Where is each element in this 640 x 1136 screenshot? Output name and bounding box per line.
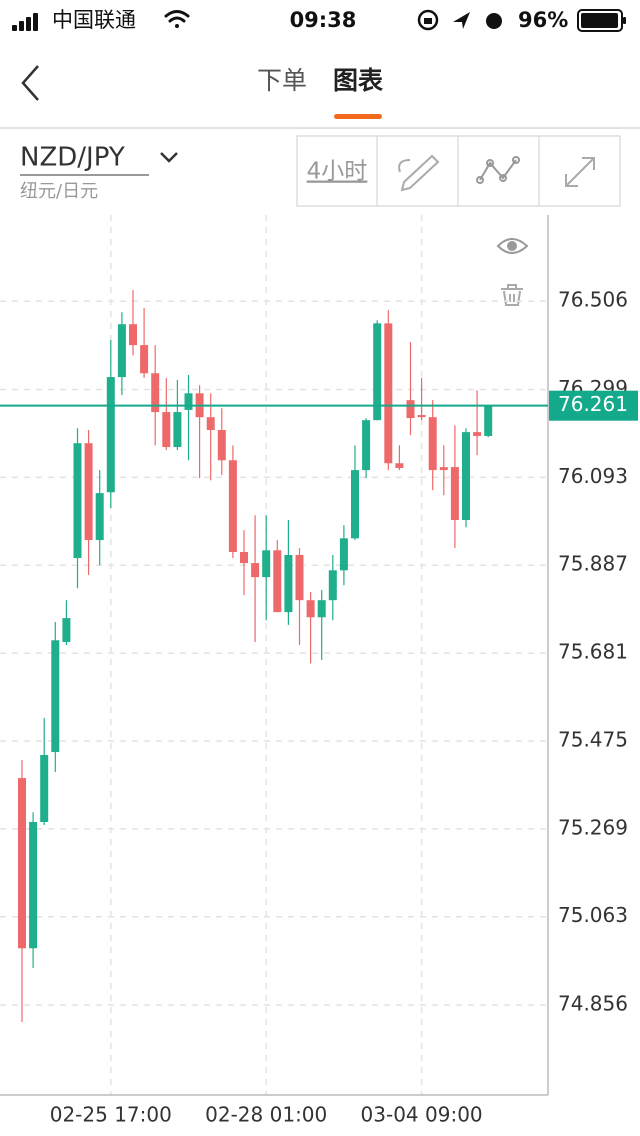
candle-body [450, 467, 459, 520]
candle-body [484, 405, 493, 436]
candle-body [295, 554, 304, 601]
candle-body [140, 345, 149, 374]
symbol-dropdown[interactable] [160, 152, 178, 163]
interval-button[interactable]: 4小时 [307, 159, 368, 185]
candle-body [339, 538, 348, 571]
candle-body [373, 323, 382, 421]
candle-body [262, 550, 271, 578]
candle-body [117, 324, 126, 378]
candle-body [328, 570, 337, 601]
wifi-icon [164, 10, 190, 28]
candle-body [18, 778, 26, 949]
tab-indicator [334, 114, 382, 119]
battery-icon [577, 9, 626, 32]
candle-body [284, 554, 293, 613]
candle-body [428, 417, 437, 471]
draw-tool-button[interactable] [398, 154, 440, 192]
candle-body [251, 563, 260, 578]
symbol-subtitle: 纽元/日元 [20, 181, 98, 202]
candle-body [151, 373, 160, 413]
candle-body [395, 463, 404, 468]
y-tick-label: 75.269 [558, 815, 628, 839]
carrier: 中国联通 [52, 8, 136, 32]
candle-body [306, 600, 315, 618]
tab-active[interactable]: 图表 [333, 66, 384, 95]
status-icons [417, 9, 502, 31]
tab[interactable]: 下单 [257, 66, 307, 95]
candle-body [417, 415, 426, 418]
current-price-label: 76.261 [558, 392, 628, 416]
candle-body [51, 640, 60, 753]
y-tick-label: 75.887 [558, 552, 628, 576]
candle-body [273, 550, 282, 613]
candle-body [173, 412, 182, 448]
candle-body [40, 755, 49, 822]
candle-body [129, 324, 137, 346]
signal-icon [12, 13, 38, 31]
y-tick-label: 74.856 [558, 991, 628, 1015]
symbol[interactable]: NZD/JPY [20, 143, 125, 173]
y-tick-label: 75.475 [558, 727, 628, 751]
candle-body [162, 412, 171, 448]
trash-icon[interactable] [501, 284, 523, 306]
candle-body [62, 618, 71, 642]
candle-body [439, 467, 448, 471]
candle-body [217, 429, 226, 461]
y-tick-label: 75.063 [558, 903, 628, 927]
indicator-button[interactable] [476, 156, 520, 184]
eye-icon[interactable] [496, 238, 529, 254]
y-tick-label: 76.506 [558, 288, 628, 312]
candle-body [206, 417, 215, 430]
candle-body [84, 443, 93, 541]
x-tick-label: 02-28 01:00 [205, 1103, 327, 1127]
candle-body [384, 323, 393, 464]
x-tick-label: 03-04 09:00 [361, 1103, 483, 1127]
candle-body [317, 600, 326, 618]
fullscreen-button[interactable] [565, 157, 595, 187]
candle-body [406, 400, 415, 419]
candle-body [228, 460, 237, 552]
battery-percent: 96% [518, 8, 568, 32]
candle-body [462, 432, 470, 520]
candle-body [95, 493, 104, 541]
x-tick-label: 02-25 17:00 [50, 1103, 172, 1127]
candle-body [362, 420, 371, 471]
toolbar [296, 135, 621, 207]
candle-body [184, 393, 193, 410]
y-tick-label: 76.093 [558, 464, 628, 488]
candle-body [73, 443, 82, 558]
back-button[interactable] [21, 65, 39, 101]
candlestick-chart: 74.856 75.063 75.269 75.475 75.681 75.887 76.0… [0, 215, 638, 1127]
candle-body [106, 377, 115, 493]
candle-body [351, 470, 359, 539]
candle-body [240, 551, 248, 564]
clock: 09:38 [290, 8, 357, 32]
candle-body [473, 432, 482, 436]
candle-body [29, 821, 38, 949]
current-price-tag [549, 390, 638, 421]
y-tick-label: 75.681 [558, 640, 628, 664]
